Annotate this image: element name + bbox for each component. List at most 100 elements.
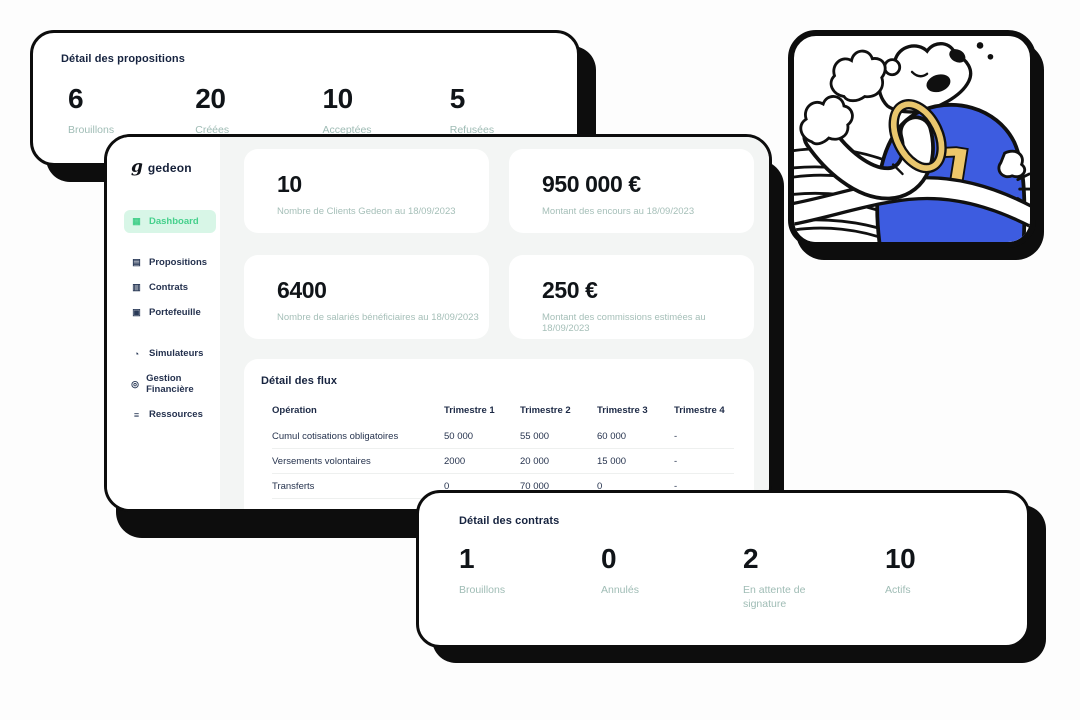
sidebar-spacer — [131, 235, 214, 251]
simulators-pie-icon: ◔ — [133, 348, 140, 359]
stat-value: 2 — [743, 543, 759, 574]
sweat-drop — [976, 42, 984, 49]
flux-card: Détail des flux Opération Trimestre 1 Tr… — [244, 359, 754, 509]
col-trimestre-4: Trimestre 4 — [674, 404, 725, 416]
flux-title: Détail des flux — [261, 375, 338, 387]
kpi-commissions: 250 € Montant des commissions estimées a… — [509, 255, 754, 339]
kpi-value: 6400 — [277, 277, 327, 303]
cell: - — [674, 455, 678, 467]
sidebar-spacer — [131, 326, 214, 342]
sidebar: g gedeon ▦ Dashboard ▤ Propositions ▥ Co… — [107, 137, 220, 509]
stat-annules: 0 Annulés — [601, 543, 743, 611]
stat-value: 10 — [885, 543, 916, 574]
cell: 15 000 — [597, 455, 627, 467]
kpi-value: 250 € — [542, 277, 598, 303]
stat-brouillons: 6 Brouillons — [68, 83, 195, 137]
bear-illustration: 1 — [794, 42, 1030, 242]
contracts-icon: ▥ — [132, 282, 141, 292]
stat-value: 10 — [322, 83, 354, 114]
cell: 20 000 — [520, 455, 550, 467]
sidebar-item-label: Ressources — [149, 409, 203, 420]
cell: 55 000 — [520, 430, 550, 442]
stat-label: Brouillons — [459, 584, 506, 596]
stat-value: 5 — [449, 83, 466, 114]
sidebar-item-label: Contrats — [149, 282, 189, 293]
stat-label: Annulés — [601, 584, 639, 596]
col-trimestre-2: Trimestre 2 — [520, 404, 571, 416]
resources-layers-icon: ≡ — [133, 409, 140, 420]
cell: 50 000 — [444, 430, 474, 442]
bear-ear — [883, 58, 902, 77]
sidebar-item-simulateurs[interactable]: ◔ Simulateurs — [124, 342, 216, 365]
sidebar-item-label: Portefeuille — [149, 307, 201, 318]
stat-value: 20 — [195, 83, 226, 114]
bear-eye — [910, 70, 929, 78]
sidebar-item-ressources[interactable]: ≡ Ressources — [124, 403, 216, 426]
stat-label: Brouillons — [68, 124, 115, 136]
gedeon-logo-text: gedeon — [147, 160, 192, 175]
row-label: Versements volontaires — [272, 455, 371, 467]
cell: 0 — [444, 480, 450, 492]
row-label: Transferts — [272, 480, 315, 492]
dashboard-content: 10 Nombre de Clients Gedeon au 18/09/202… — [220, 137, 769, 509]
propositions-card-title: Détail des propositions — [61, 53, 185, 65]
sidebar-item-gestion-financiere[interactable]: ◎ Gestion Financière — [124, 367, 216, 401]
sidebar-item-label: Gestion Financière — [146, 373, 194, 395]
kpi-salaries: 6400 Nombre de salariés bénéficiaires au… — [244, 255, 489, 339]
stat-label: En attente de signature — [743, 584, 806, 611]
flux-table: Opération Trimestre 1 Trimestre 2 Trimes… — [261, 399, 734, 499]
row-label: Cumul cotisations obligatoires — [272, 430, 399, 442]
bear-nose — [949, 49, 966, 63]
kpi-label: Nombre de salariés bénéficiaires au 18/0… — [277, 312, 479, 323]
portfolio-icon: ▣ — [132, 307, 141, 317]
contrats-stats: 1 Brouillons 0 Annulés 2 En attente de s… — [459, 543, 1027, 611]
kpi-clients: 10 Nombre de Clients Gedeon au 18/09/202… — [244, 149, 489, 233]
cell: 70 000 — [520, 480, 550, 492]
gedeon-logo-icon: g — [131, 157, 143, 177]
sidebar-item-contrats[interactable]: ▥ Contrats — [124, 276, 216, 299]
gedeon-logo[interactable]: g gedeon — [131, 159, 214, 176]
stat-acceptees: 10 Acceptées — [323, 83, 450, 137]
bear-mouth — [926, 74, 951, 93]
dashboard-icon: ▦ — [132, 216, 141, 226]
stat-en-attente: 2 En attente de signature — [743, 543, 885, 611]
stat-value: 0 — [601, 543, 617, 574]
dashboard-window: g gedeon ▦ Dashboard ▤ Propositions ▥ Co… — [104, 134, 772, 512]
stat-value: 1 — [459, 543, 475, 574]
stat-label: Créées — [195, 124, 230, 136]
cell: 0 — [597, 480, 603, 492]
collar-ring — [890, 101, 945, 171]
sidebar-item-portefeuille[interactable]: ▣ Portefeuille — [124, 301, 216, 324]
stat-creees: 20 Créées — [195, 83, 322, 137]
stat-refusees: 5 Refusées — [450, 83, 577, 137]
sweat-drop — [987, 53, 994, 60]
kpi-label: Montant des commissions estimées au 18/0… — [542, 312, 706, 334]
kpi-value: 950 000 € — [542, 171, 641, 197]
kpi-label: Nombre de Clients Gedeon au 18/09/2023 — [277, 206, 456, 217]
sidebar-item-propositions[interactable]: ▤ Propositions — [124, 251, 216, 274]
cell: 2000 — [444, 455, 466, 467]
col-trimestre-1: Trimestre 1 — [444, 404, 495, 416]
contrats-summary-card: Détail des contrats 1 Brouillons 0 Annul… — [416, 490, 1030, 648]
kpi-grid: 10 Nombre de Clients Gedeon au 18/09/202… — [244, 149, 754, 339]
contrats-card-title: Détail des contrats — [459, 515, 560, 527]
col-operation: Opération — [272, 404, 317, 416]
table-row: Versements volontaires 2000 20 000 15 00… — [272, 449, 734, 474]
stat-actifs: 10 Actifs — [885, 543, 1027, 611]
mascot-card: 1 — [788, 30, 1036, 248]
stat-label: Acceptées — [322, 124, 372, 136]
sidebar-item-label: Propositions — [149, 257, 208, 268]
cell: - — [674, 480, 678, 492]
stat-value: 6 — [68, 83, 84, 114]
col-trimestre-3: Trimestre 3 — [597, 404, 648, 416]
sidebar-item-label: Dashboard — [149, 216, 199, 227]
kpi-encours: 950 000 € Montant des encours au 18/09/2… — [509, 149, 754, 233]
stat-brouillons: 1 Brouillons — [459, 543, 601, 611]
stat-label: Refusées — [449, 124, 495, 136]
sidebar-item-dashboard[interactable]: ▦ Dashboard — [124, 210, 216, 233]
cell: - — [674, 430, 678, 442]
sidebar-item-label: Simulateurs — [149, 348, 204, 359]
kpi-value: 10 — [277, 171, 302, 197]
kpi-label: Montant des encours au 18/09/2023 — [542, 206, 695, 217]
